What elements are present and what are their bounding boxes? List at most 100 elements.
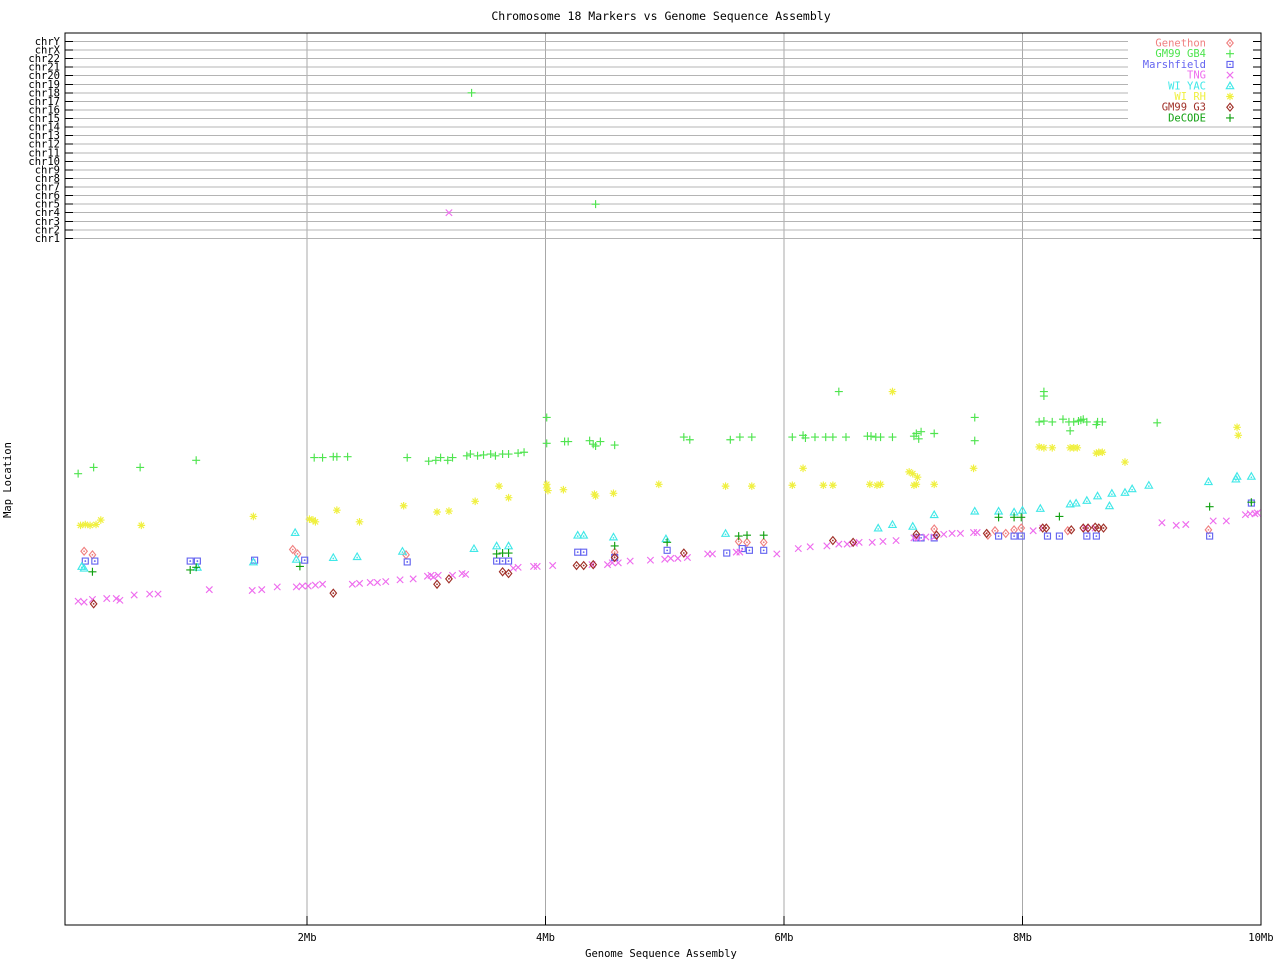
point-gm99-g3 bbox=[1099, 523, 1108, 533]
point-decode bbox=[88, 567, 97, 576]
point-tng bbox=[794, 544, 802, 553]
point-wi-yac bbox=[1107, 488, 1117, 497]
chr-label: chr6 bbox=[35, 190, 60, 202]
point-gm99-g3 bbox=[932, 530, 941, 541]
point-gm99-g3 bbox=[1042, 523, 1051, 533]
point-gm99-gb4 bbox=[801, 433, 810, 442]
point-wi-yac bbox=[291, 554, 302, 563]
point-wi-yac bbox=[1203, 476, 1214, 486]
point-genethon bbox=[759, 537, 768, 548]
point-gm99-gb4 bbox=[876, 433, 885, 442]
point-tng bbox=[969, 528, 978, 537]
point-genethon bbox=[1204, 525, 1213, 535]
point-wi-rh bbox=[495, 482, 503, 490]
point-gm99-gb4 bbox=[585, 436, 594, 445]
point-wi-yac bbox=[908, 521, 918, 530]
point-marshfield bbox=[81, 557, 89, 565]
point-tng bbox=[529, 562, 538, 571]
point-genethon bbox=[930, 524, 939, 534]
point-decode bbox=[759, 531, 768, 540]
point-wi-rh bbox=[81, 520, 90, 529]
point-tng bbox=[661, 555, 669, 563]
point-marshfield bbox=[91, 557, 99, 565]
legend-entry-gm99-gb4: GM99 GB4 bbox=[1155, 48, 1234, 60]
point-wi-rh bbox=[829, 481, 837, 490]
legend-entry-decode: DeCODE bbox=[1168, 112, 1234, 124]
series-wi-rh bbox=[76, 387, 1243, 530]
point-wi-yac bbox=[1035, 503, 1046, 512]
point-gm99-g3 bbox=[1084, 523, 1092, 533]
point-tng bbox=[205, 586, 213, 594]
point-tng bbox=[948, 529, 956, 538]
point-genethon bbox=[991, 525, 999, 536]
legend-label: WI RH bbox=[1174, 91, 1206, 103]
point-tng bbox=[736, 548, 744, 556]
chr-label: chr17 bbox=[28, 96, 60, 108]
chr-label: chr20 bbox=[28, 70, 60, 82]
point-tng bbox=[956, 529, 965, 538]
point-tng bbox=[366, 578, 374, 587]
point-marshfield bbox=[1055, 532, 1063, 540]
point-wi-rh bbox=[399, 501, 408, 510]
point-tng bbox=[429, 573, 438, 581]
point-tng bbox=[258, 586, 266, 594]
point-wi-rh bbox=[137, 521, 146, 530]
point-wi-yac bbox=[1092, 491, 1103, 500]
point-gm99-gb4 bbox=[462, 451, 471, 460]
chr-label: chr4 bbox=[35, 207, 60, 219]
point-gm99-gb4 bbox=[192, 456, 201, 465]
chr-label: chr10 bbox=[28, 156, 60, 168]
x-tick-label: 8Mb bbox=[1013, 932, 1032, 944]
point-genethon bbox=[610, 547, 619, 557]
point-marshfield bbox=[504, 557, 513, 565]
point-marshfield bbox=[663, 546, 671, 554]
point-wi-rh bbox=[591, 492, 600, 500]
series-tng bbox=[74, 509, 1261, 606]
point-tng bbox=[103, 594, 111, 603]
point-gm99-gb4 bbox=[514, 449, 523, 458]
point-gm99-g3 bbox=[679, 548, 688, 558]
point-tng bbox=[868, 538, 876, 546]
legend-symbol-tng bbox=[1226, 71, 1234, 79]
point-marshfield bbox=[723, 549, 731, 557]
point-wi-rh bbox=[747, 482, 756, 490]
chromosome-row-point-tng bbox=[445, 209, 453, 217]
point-gm99-g3 bbox=[828, 535, 837, 546]
point-gm99-gb4 bbox=[318, 453, 327, 462]
chart-title: Chromosome 18 Markers vs Genome Sequence… bbox=[491, 9, 830, 23]
point-tng bbox=[1082, 524, 1090, 532]
point-decode bbox=[1205, 502, 1214, 511]
point-gm99-gb4 bbox=[912, 429, 921, 438]
point-wi-yac bbox=[290, 527, 300, 536]
point-wi-rh bbox=[96, 516, 105, 524]
point-tng bbox=[667, 554, 675, 562]
point-genethon bbox=[402, 550, 410, 560]
legend-label: GM99 G3 bbox=[1162, 102, 1206, 114]
point-wi-yac bbox=[79, 563, 89, 572]
point-wi-rh bbox=[544, 486, 552, 495]
point-wi-yac bbox=[1082, 495, 1092, 504]
chr-label: chrX bbox=[35, 45, 61, 57]
legend-background bbox=[1128, 36, 1253, 126]
point-wi-rh bbox=[92, 520, 100, 529]
x-gridlines bbox=[306, 33, 1023, 925]
point-wi-yac bbox=[1104, 500, 1115, 510]
point-wi-rh bbox=[311, 518, 320, 526]
series-wi-yac bbox=[77, 471, 1257, 572]
point-wi-rh bbox=[788, 481, 797, 490]
point-tng bbox=[806, 543, 814, 551]
point-wi-yac bbox=[503, 541, 514, 550]
point-gm99-g3 bbox=[610, 552, 619, 563]
point-wi-yac bbox=[328, 552, 338, 561]
point-wi-yac bbox=[469, 543, 479, 553]
point-tng bbox=[1222, 517, 1230, 525]
point-gm99-gb4 bbox=[486, 450, 495, 459]
point-wi-rh bbox=[1040, 443, 1048, 452]
legend-symbol-gm99-gb4 bbox=[1226, 49, 1234, 58]
plot-border bbox=[64, 32, 1262, 926]
point-wi-rh bbox=[910, 481, 918, 490]
point-wi-rh bbox=[654, 480, 663, 489]
point-wi-yac bbox=[887, 519, 898, 528]
